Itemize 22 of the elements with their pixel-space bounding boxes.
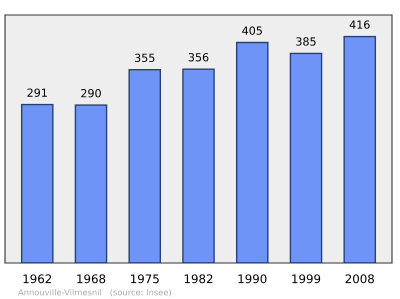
x-tick-label: 1975 [131, 274, 159, 284]
x-tick-label: 2008 [346, 274, 374, 284]
x-tick-label: 1968 [77, 274, 106, 284]
data-label: 385 [296, 37, 316, 46]
data-label: 290 [81, 89, 101, 98]
bar [290, 52, 322, 263]
data-label: 405 [242, 26, 262, 35]
text: Annouville-Vilmesnil (source: Insee) [18, 288, 171, 296]
bar [236, 42, 269, 263]
data-label: 356 [188, 53, 208, 62]
x-tick-label: 1990 [238, 274, 266, 284]
bar [182, 68, 215, 263]
x-tick-label: 1999 [292, 274, 320, 284]
bar [20, 104, 54, 263]
data-label: 291 [27, 88, 47, 97]
data-label: 416 [350, 20, 370, 29]
x-tick-label: 1962 [24, 274, 52, 284]
bar [128, 69, 162, 263]
x-tick-label: 1982 [184, 274, 212, 284]
bar [74, 104, 108, 263]
bar [343, 36, 376, 263]
data-label: 355 [134, 54, 154, 62]
